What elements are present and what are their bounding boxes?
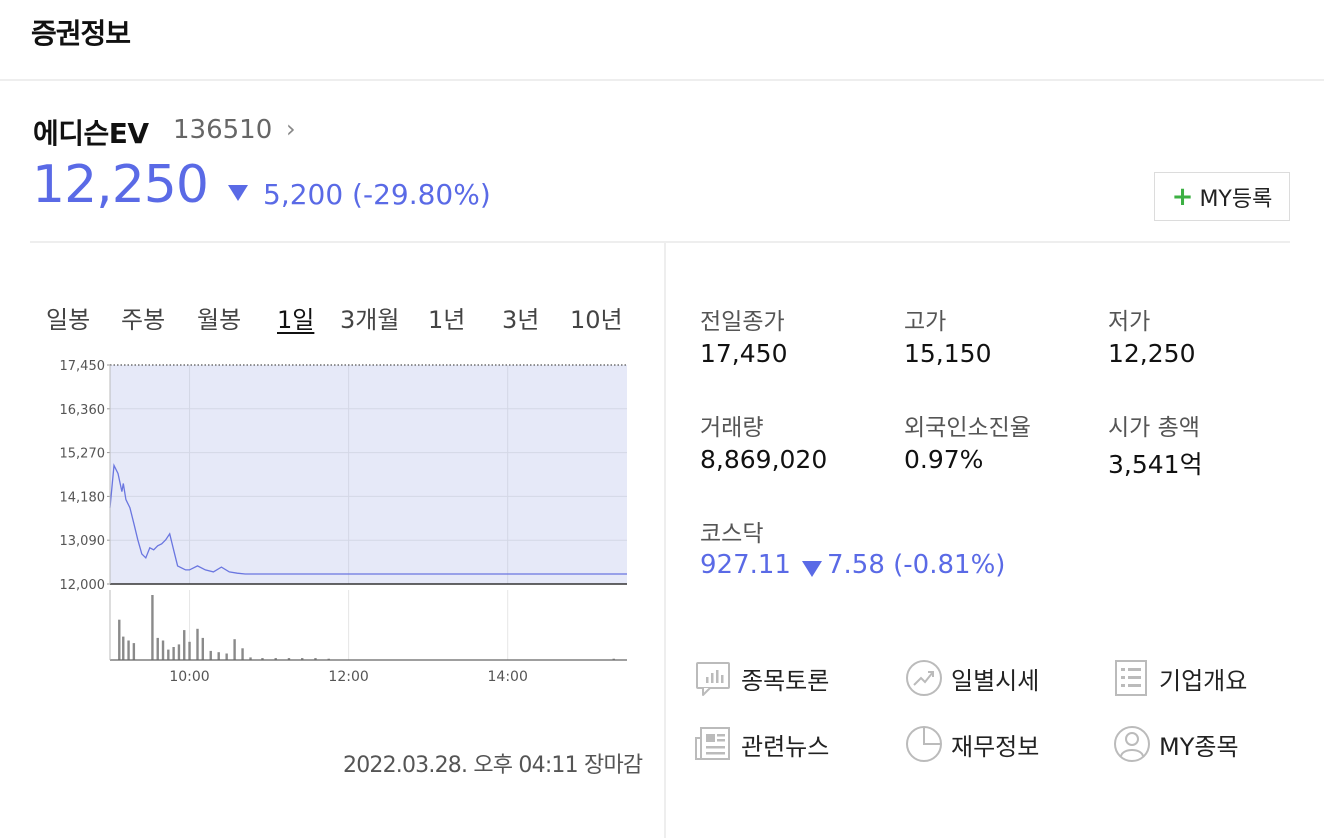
low-label: 저가 (1108, 309, 1151, 335)
volume-bar (132, 643, 136, 660)
period-tabs: 일봉 주봉 월봉 1일 3개월 1년 3년 10년 (30, 300, 635, 334)
tab-weekly-candle[interactable]: 주봉 (121, 306, 166, 334)
volume-bar (209, 650, 212, 660)
link-daily-price-label: 일별시세 (951, 666, 1040, 695)
volume-bar (156, 637, 159, 660)
y-tick-label: 16,360 (60, 403, 106, 418)
high-label: 고가 (904, 309, 947, 335)
tab-1-day[interactable]: 1일 (277, 306, 315, 334)
trend-icon (906, 660, 942, 696)
intraday-chart: 17,450 16,360 15,270 14,180 13,090 12,000 10:0… (60, 359, 627, 685)
tab-10-years[interactable]: 10년 (570, 306, 623, 334)
kosdaq-label: 코스닥 (700, 521, 764, 547)
kosdaq-value: 927.11 (700, 550, 791, 580)
x-tick-label: 14:00 (488, 669, 528, 685)
link-financials-label: 재무정보 (951, 732, 1040, 761)
down-triangle-icon (802, 561, 822, 577)
tab-monthly-candle[interactable]: 월봉 (197, 306, 242, 334)
column-divider (664, 243, 666, 838)
news-icon (695, 727, 730, 760)
volume-bar (122, 636, 125, 660)
chevron-right-icon[interactable]: › (286, 115, 296, 143)
link-financials[interactable]: 재무정보 (904, 724, 1039, 764)
volume-bar (201, 637, 204, 660)
volume-bar (314, 658, 317, 660)
tab-3-years[interactable]: 3년 (502, 306, 540, 334)
link-related-news[interactable]: 관련뉴스 (694, 724, 829, 764)
my-register-button[interactable]: + MY등록 (1154, 172, 1290, 221)
volume-bar (274, 658, 277, 660)
volume-label: 거래량 (700, 415, 764, 441)
price-change: 5,200 (-29.80%) (263, 178, 491, 211)
volume-bar (241, 648, 244, 660)
volume-bar (177, 644, 181, 660)
volume-bar (172, 647, 175, 660)
y-tick-label: 14,180 (60, 490, 106, 505)
volume-bar (151, 595, 154, 660)
volume-bar (167, 649, 170, 660)
header: 증권정보 (0, 0, 1324, 81)
volume-value: 8,869,020 (700, 445, 828, 474)
tab-1-year[interactable]: 1년 (428, 306, 466, 334)
volume-bar (233, 639, 236, 660)
volume-bar (301, 658, 304, 660)
volume-bar (225, 653, 228, 660)
y-tick-label: 13,090 (60, 534, 106, 549)
link-discussion-label: 종목토론 (741, 666, 830, 695)
link-company-overview-label: 기업개요 (1159, 666, 1248, 695)
timestamp: 2022.03.28. 오후 04:11 장마감 (343, 753, 643, 778)
pie-icon (906, 726, 942, 762)
link-company-overview[interactable]: 기업개요 (1112, 658, 1247, 698)
x-tick-label: 10:00 (169, 669, 209, 685)
stock-name[interactable]: 에디슨EV (33, 117, 149, 150)
kosdaq-change: 7.58 (-0.81%) (827, 550, 1006, 580)
volume-bar (261, 658, 264, 660)
low-value: 12,250 (1108, 339, 1196, 368)
link-my-stocks-label: MY종목 (1159, 732, 1239, 761)
volume-bar (188, 641, 191, 660)
market-cap-label: 시가 총액 (1108, 415, 1200, 441)
price-line (109, 463, 627, 575)
list-icon (1115, 660, 1147, 696)
discussion-icon (696, 662, 730, 696)
my-register-label: MY등록 (1199, 186, 1273, 212)
volume-bar (127, 640, 130, 660)
link-my-stocks[interactable]: MY종목 (1112, 724, 1239, 764)
link-related-news-label: 관련뉴스 (741, 732, 830, 761)
volume-bar (287, 658, 291, 660)
volume-bar (183, 630, 186, 660)
foreign-ratio-label: 외국인소진율 (904, 415, 1031, 441)
y-tick-label: 17,450 (60, 359, 106, 374)
prev-close-value: 17,450 (700, 339, 788, 368)
plus-icon: + (1171, 181, 1194, 212)
y-tick-label: 12,000 (60, 578, 106, 593)
volume-bar (612, 658, 615, 660)
y-tick-label: 15,270 (60, 447, 106, 462)
x-tick-label: 12:00 (328, 669, 368, 685)
volume-bar (118, 619, 121, 660)
volume-bar (161, 640, 165, 660)
header-title: 증권정보 (31, 17, 131, 50)
down-triangle-icon (228, 185, 248, 201)
prev-close-label: 전일종가 (700, 309, 785, 335)
link-daily-price[interactable]: 일별시세 (904, 658, 1039, 698)
volume-bar (327, 658, 330, 660)
tab-daily-candle[interactable]: 일봉 (46, 306, 91, 334)
link-discussion[interactable]: 종목토론 (694, 658, 829, 698)
volume-bar (217, 652, 220, 660)
foreign-ratio-value: 0.97% (904, 445, 984, 474)
section-divider (30, 241, 1290, 243)
tab-3-months[interactable]: 3개월 (340, 306, 400, 334)
volume-bar (196, 628, 199, 660)
user-icon (1114, 726, 1150, 762)
chart-area-fill (110, 365, 627, 584)
current-price: 12,250 (32, 155, 209, 215)
stock-code[interactable]: 136510 (173, 115, 273, 145)
market-cap-value: 3,541억 (1108, 450, 1203, 479)
volume-bar (249, 657, 252, 660)
high-value: 15,150 (904, 339, 992, 368)
